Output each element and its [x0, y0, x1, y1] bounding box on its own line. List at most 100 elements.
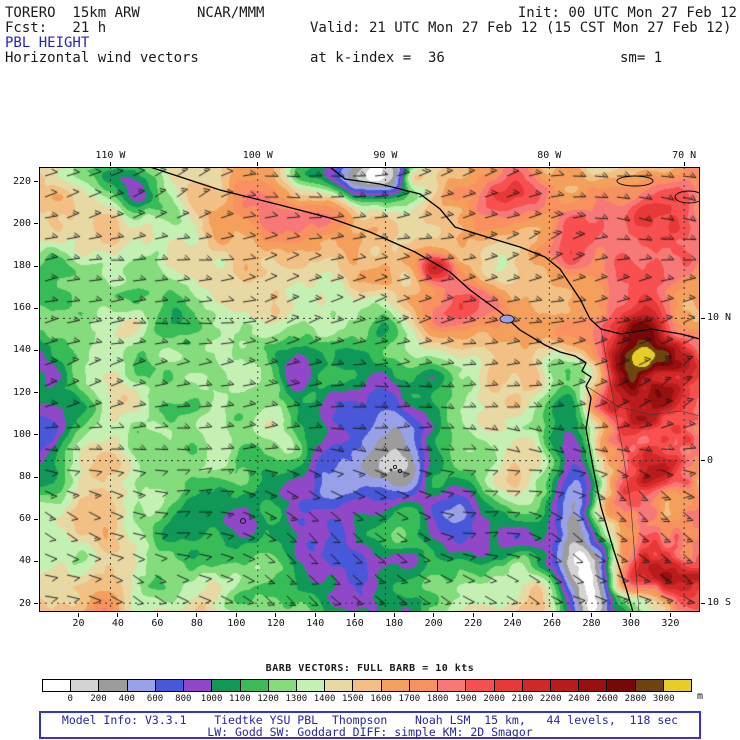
- y-tick-label: 220: [12, 175, 31, 187]
- x-tick: [630, 613, 632, 617]
- top-tick: [683, 162, 685, 166]
- country-border: [585, 385, 700, 417]
- colorbar-label: 400: [118, 694, 135, 704]
- colorbar-cell: [381, 680, 410, 691]
- y-tick: [34, 518, 38, 520]
- x-tick-label: 300: [621, 618, 640, 629]
- x-tick-label: 260: [542, 618, 562, 629]
- y-tick-label: 140: [12, 344, 31, 356]
- colorbar-label: 0: [67, 694, 73, 704]
- top-axis-label: 80 W: [537, 150, 562, 161]
- colorbar-cell: [240, 680, 269, 691]
- top-axis-label: 100 W: [242, 150, 273, 161]
- y-tick: [34, 476, 38, 478]
- caribbean-coastline: [329, 167, 700, 340]
- init-time: Init: 00 UTC Mon 27 Feb 12: [517, 5, 737, 21]
- right-axis-label: 0: [707, 454, 714, 466]
- barb-legend: BARB VECTORS: FULL BARB = 10 kts: [265, 663, 475, 674]
- right-axis-label: 10 S: [707, 597, 732, 609]
- colorbar-label: 2800: [624, 694, 647, 704]
- colorbar-cell: [184, 680, 213, 691]
- galapagos-island: [389, 468, 393, 472]
- x-tick: [117, 613, 119, 617]
- y-tick: [34, 223, 38, 225]
- x-tick: [235, 613, 237, 617]
- colorbar-cell: [579, 680, 608, 691]
- colorbar-label: 1400: [313, 694, 336, 704]
- colorbar-label: 200: [90, 694, 107, 704]
- right-tick: [701, 460, 705, 462]
- x-tick: [393, 613, 395, 617]
- model-info-line2: LW: Godd SW: Goddard DIFF: simple KM: 2D…: [207, 725, 533, 739]
- top-tick: [257, 162, 259, 166]
- colorbar-cell: [353, 680, 382, 691]
- colorbar-cell: [663, 680, 692, 691]
- y-tick: [34, 434, 38, 436]
- x-tick: [669, 613, 671, 617]
- colorbar-cell: [127, 680, 156, 691]
- colorbar-label: 2400: [568, 694, 590, 704]
- top-tick: [109, 162, 111, 166]
- coastline-grid-overlay: [39, 167, 700, 612]
- x-tick-label: 140: [306, 618, 325, 629]
- y-tick-label: 200: [12, 217, 31, 229]
- colorbar-label: 1800: [426, 694, 449, 704]
- colorbar-label: 1900: [455, 694, 477, 704]
- colorbar-label: 1500: [342, 694, 364, 704]
- colorbar-label: 800: [175, 694, 192, 704]
- colorbar-label: 1600: [370, 694, 392, 704]
- right-tick: [701, 317, 705, 319]
- x-tick: [77, 613, 79, 617]
- x-tick: [551, 613, 553, 617]
- x-tick-label: 60: [151, 618, 164, 629]
- latlon-gridlines: [39, 167, 700, 612]
- colorbar-label: 600: [146, 694, 164, 704]
- x-tick: [512, 613, 514, 617]
- colorbar-label: 2600: [596, 694, 619, 704]
- y-tick: [34, 560, 38, 562]
- map-plot: [39, 167, 700, 612]
- colorbar-cell: [296, 680, 326, 691]
- colorbar-label: 1200: [257, 694, 279, 704]
- right-tick: [701, 602, 705, 604]
- y-tick-label: 40: [18, 555, 31, 567]
- x-tick-label: 20: [72, 618, 85, 629]
- galapagos-island: [397, 468, 402, 473]
- colorbar-cell: [99, 680, 128, 691]
- top-axis-label: 110 W: [95, 150, 126, 161]
- y-tick-label: 180: [12, 260, 31, 272]
- y-tick-label: 120: [12, 386, 31, 398]
- galapagos-island: [392, 464, 397, 469]
- x-tick: [354, 613, 356, 617]
- y-tick-label: 60: [18, 513, 31, 525]
- colorbar-cell: [325, 680, 354, 691]
- x-tick: [156, 613, 158, 617]
- field-title: PBL HEIGHT: [5, 35, 90, 51]
- x-tick-label: 120: [266, 618, 285, 629]
- y-tick: [34, 181, 38, 183]
- colorbar-cell: [522, 680, 551, 691]
- x-tick: [590, 613, 592, 617]
- vector-subtitle: Horizontal wind vectors: [5, 50, 199, 66]
- y-tick: [34, 603, 38, 605]
- colorbar-label: 2200: [539, 694, 562, 704]
- colorbar-label: 1300: [285, 694, 308, 704]
- x-tick: [472, 613, 474, 617]
- top-axis-label: 90 W: [373, 150, 398, 161]
- x-tick-label: 160: [345, 618, 364, 629]
- x-tick-label: 240: [503, 618, 522, 629]
- x-tick-label: 220: [464, 618, 483, 629]
- org-label: NCAR/MMM: [197, 5, 265, 21]
- x-tick: [433, 613, 435, 617]
- y-tick: [34, 307, 38, 309]
- island-outline: [616, 175, 654, 187]
- x-tick-label: 280: [582, 618, 601, 629]
- colorbar-label: 1100: [228, 694, 251, 704]
- colorbar-cell: [43, 680, 72, 691]
- model-info-line1: Model Info: V3.3.1 Tiedtke YSU PBL Thomp…: [61, 713, 679, 727]
- x-tick-label: 80: [190, 618, 203, 629]
- valid-time: Valid: 21 UTC Mon 27 Feb 12 (15 CST Mon …: [310, 20, 732, 36]
- colorbar-cell: [607, 680, 636, 691]
- colorbar: [42, 679, 692, 692]
